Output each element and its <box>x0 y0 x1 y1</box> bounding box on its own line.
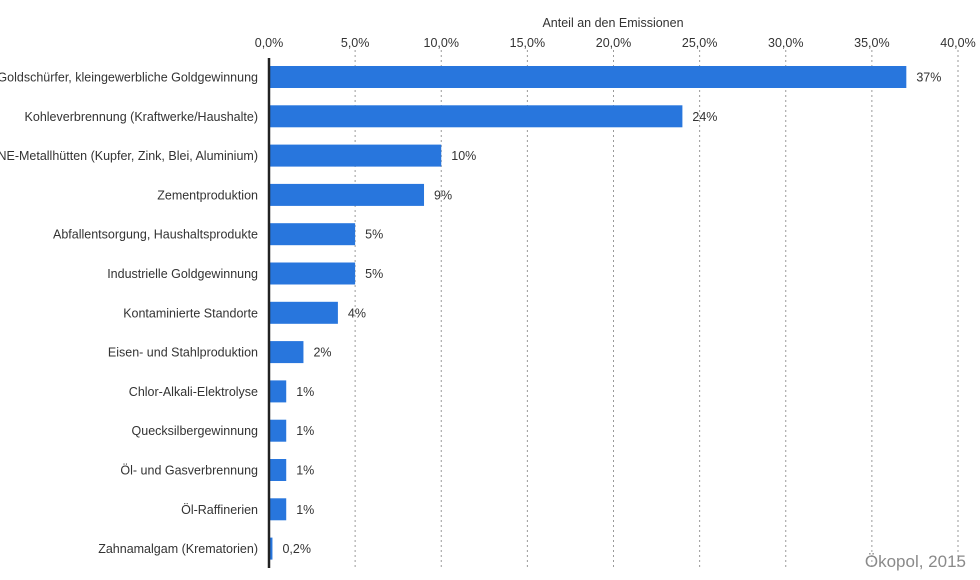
x-tick-label: 35,0% <box>854 36 889 50</box>
value-label: 5% <box>365 228 383 242</box>
value-label: 24% <box>692 110 717 124</box>
bar <box>269 66 907 88</box>
category-label: Zahnamalgam (Krematorien) <box>98 542 258 556</box>
value-label: 5% <box>365 267 383 281</box>
x-tick-label: 20,0% <box>596 36 631 50</box>
bar <box>269 419 287 442</box>
value-label: 9% <box>434 188 452 202</box>
value-label: 37% <box>916 71 941 85</box>
value-label: 0,2% <box>282 542 311 556</box>
value-label: 1% <box>296 385 314 399</box>
category-label: Abfallentsorgung, Haushaltsprodukte <box>53 228 258 242</box>
category-label: Öl- und Gasverbrennung <box>120 464 258 478</box>
category-label: Kontaminierte Standorte <box>123 306 258 320</box>
category-label: NE-Metallhütten (Kupfer, Zink, Blei, Alu… <box>0 149 258 163</box>
value-label: 1% <box>296 464 314 478</box>
category-label: Kohleverbrennung (Kraftwerke/Haushalte) <box>25 110 258 124</box>
x-tick-label: 25,0% <box>682 36 717 50</box>
value-label: 4% <box>348 306 366 320</box>
x-axis-title: Anteil an den Emissionen <box>542 16 683 30</box>
category-label: Chlor-Alkali-Elektrolyse <box>129 385 258 399</box>
bar <box>269 380 287 403</box>
gridlines <box>354 50 959 568</box>
bar <box>269 223 356 246</box>
x-tick-label: 15,0% <box>510 36 545 50</box>
category-label: Industrielle Goldgewinnung <box>107 267 258 281</box>
value-label: 2% <box>313 346 331 360</box>
x-tick-label: 40,0% <box>940 36 975 50</box>
category-labels: Goldschürfer, kleingewerbliche Goldgewin… <box>0 71 258 557</box>
value-labels: 37% 24% 10% 9% 5% 5% 4% 2% 1% 1% 1% 1% 0,2% <box>282 71 941 557</box>
bar <box>269 105 683 128</box>
bar <box>269 537 273 560</box>
value-label: 10% <box>451 149 476 163</box>
x-tick-label: 30,0% <box>768 36 803 50</box>
value-label: 1% <box>296 424 314 438</box>
bar <box>269 183 425 206</box>
bar <box>269 262 356 285</box>
source-label: Ökopol, 2015 <box>864 552 966 571</box>
x-tick-label: 5,0% <box>341 36 370 50</box>
bar <box>269 498 287 521</box>
category-label: Quecksilbergewinnung <box>132 424 259 438</box>
bar <box>269 144 442 167</box>
bar <box>269 341 304 364</box>
value-label: 1% <box>296 503 314 517</box>
bar <box>269 301 338 324</box>
category-label: Öl-Raffinerien <box>181 503 258 517</box>
category-label: Goldschürfer, kleingewerbliche Goldgewin… <box>0 71 258 85</box>
category-label: Zementproduktion <box>157 188 258 202</box>
category-label: Eisen- und Stahlproduktion <box>108 346 258 360</box>
bars <box>269 66 907 560</box>
x-tick-label: 0,0% <box>255 36 284 50</box>
x-tick-label: 10,0% <box>424 36 459 50</box>
x-tick-labels: 0,0% 5,0% 10,0% 15,0% 20,0% 25,0% 30,0% 35,0% 40… <box>255 36 976 50</box>
bar <box>269 459 287 481</box>
